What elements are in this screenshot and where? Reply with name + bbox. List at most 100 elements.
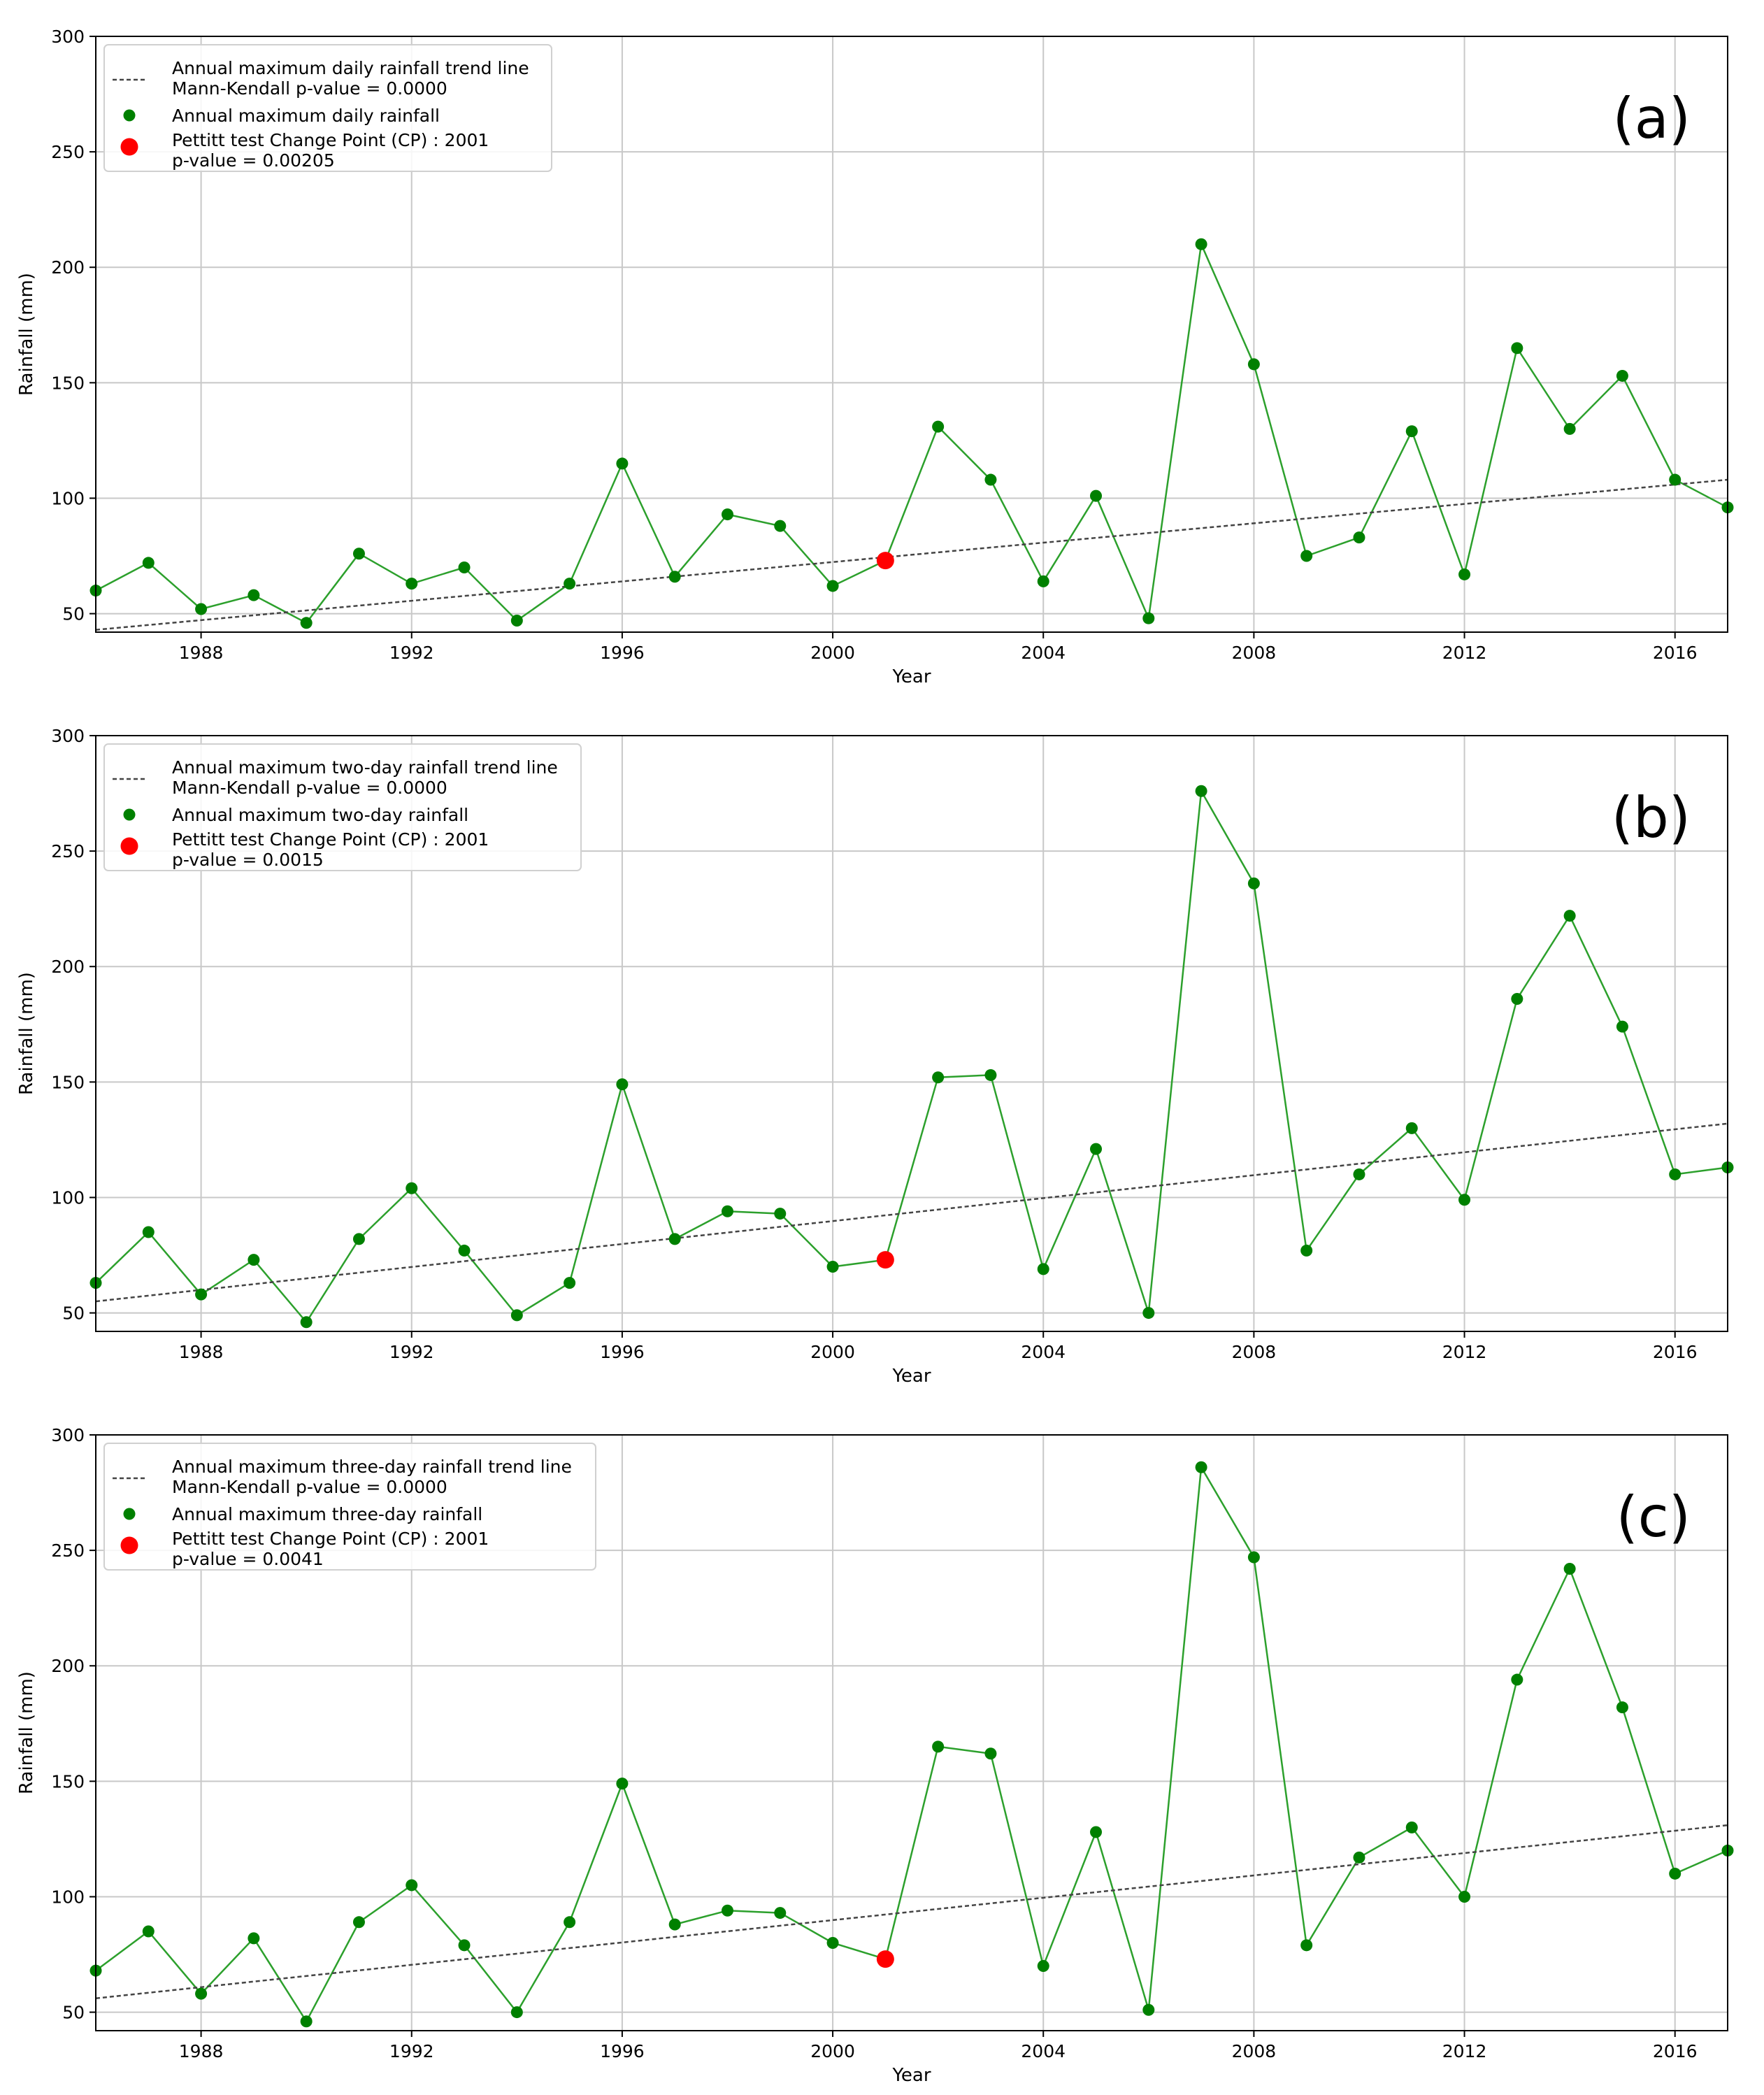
y-tick-label: 150 bbox=[51, 1771, 85, 1792]
data-point bbox=[1247, 877, 1260, 889]
data-point bbox=[564, 578, 576, 590]
data-point bbox=[774, 1208, 787, 1220]
data-point bbox=[668, 1918, 681, 1931]
data-point bbox=[774, 520, 787, 532]
data-point bbox=[1247, 1551, 1260, 1564]
data-point bbox=[1142, 612, 1155, 624]
data-point bbox=[564, 1277, 576, 1289]
legend-changepoint-swatch bbox=[120, 837, 138, 855]
series-line bbox=[95, 241, 1728, 624]
y-tick-label: 50 bbox=[62, 604, 85, 624]
axes-frame bbox=[95, 36, 1728, 633]
y-tick-label: 250 bbox=[51, 1540, 85, 1561]
x-tick-label: 1992 bbox=[389, 2041, 434, 2061]
x-tick-label: 2000 bbox=[810, 2041, 855, 2061]
y-tick-label: 50 bbox=[62, 1303, 85, 1324]
x-tick-label: 2012 bbox=[1442, 2041, 1487, 2061]
x-axis-label: Year bbox=[891, 666, 931, 687]
y-tick-label: 250 bbox=[51, 841, 85, 861]
legend-series-label: Annual maximum daily rainfall bbox=[172, 106, 440, 126]
x-tick-label: 2004 bbox=[1021, 1342, 1066, 1362]
data-point bbox=[352, 1916, 365, 1929]
legend-series-swatch bbox=[123, 109, 136, 122]
x-tick-label: 2000 bbox=[810, 643, 855, 663]
data-point bbox=[1563, 910, 1576, 922]
legend-changepoint-swatch bbox=[120, 1536, 138, 1554]
data-point bbox=[1353, 531, 1365, 544]
data-point bbox=[142, 557, 155, 569]
legend-changepoint-label: Pettitt test Change Point (CP) : 2001 bbox=[172, 829, 489, 850]
data-point bbox=[406, 578, 418, 590]
chart-panel-a: 1988 1992 1996 2000 2004 2008 2012 2016 50 100 150… bbox=[16, 27, 1734, 687]
x-tick-label: 1988 bbox=[179, 1342, 224, 1362]
x-tick-label: 2016 bbox=[1653, 2041, 1698, 2061]
data-point bbox=[616, 1778, 629, 1790]
data-point bbox=[1353, 1851, 1365, 1864]
legend-series-label: Annual maximum two-day rainfall bbox=[172, 805, 468, 825]
data-point bbox=[1616, 1020, 1628, 1033]
data-point bbox=[1300, 1939, 1313, 1952]
y-tick-label: 200 bbox=[51, 1656, 85, 1676]
y-axis-label: Rainfall (mm) bbox=[16, 1671, 37, 1794]
x-tick-label: 2008 bbox=[1232, 2041, 1277, 2061]
panel-label: (a) bbox=[1613, 86, 1691, 151]
trend-line bbox=[95, 1122, 1728, 1303]
axes-frame bbox=[95, 735, 1728, 1332]
legend-trend-label: Annual maximum three-day rainfall trend … bbox=[172, 1457, 572, 1477]
legend-trend-label: Annual maximum two-day rainfall trend li… bbox=[172, 757, 558, 778]
data-point bbox=[1458, 1890, 1471, 1903]
data-point bbox=[1563, 422, 1576, 435]
series-line bbox=[95, 788, 1728, 1324]
data-point bbox=[300, 617, 313, 629]
data-point bbox=[352, 548, 365, 560]
y-tick-label: 100 bbox=[51, 1187, 85, 1208]
data-point bbox=[352, 1233, 365, 1245]
x-tick-label: 2004 bbox=[1021, 2041, 1066, 2061]
data-point bbox=[564, 1916, 576, 1929]
data-point bbox=[1195, 238, 1207, 250]
data-point bbox=[1090, 1143, 1103, 1155]
x-axis-label: Year bbox=[891, 2065, 931, 2086]
data-point bbox=[1037, 1263, 1049, 1275]
y-tick-label: 100 bbox=[51, 488, 85, 508]
data-point bbox=[1669, 473, 1681, 486]
data-point bbox=[1563, 1563, 1576, 1575]
y-axis-label: Rainfall (mm) bbox=[16, 972, 37, 1095]
data-point bbox=[984, 1068, 997, 1081]
y-tick-label: 300 bbox=[51, 27, 85, 47]
data-point bbox=[1616, 369, 1628, 382]
data-point bbox=[1511, 992, 1523, 1005]
x-tick-label: 2012 bbox=[1442, 643, 1487, 663]
trend-line bbox=[95, 1824, 1728, 2000]
chart-panel-c: 1988 1992 1996 2000 2004 2008 2012 2016 50 100 150… bbox=[16, 1425, 1734, 2086]
data-point bbox=[1405, 1821, 1418, 1833]
legend-trend-pvalue: Mann-Kendall p-value = 0.0000 bbox=[172, 1477, 447, 1497]
data-point bbox=[1247, 358, 1260, 371]
data-point bbox=[1195, 785, 1207, 797]
data-point bbox=[458, 562, 471, 574]
legend-trend-pvalue: Mann-Kendall p-value = 0.0000 bbox=[172, 778, 447, 798]
legend: Annual maximum two-day rainfall trend li… bbox=[103, 743, 582, 871]
data-point bbox=[1195, 1461, 1207, 1473]
data-point bbox=[1142, 2003, 1155, 2016]
data-point bbox=[1037, 1960, 1049, 1973]
data-point bbox=[984, 1747, 997, 1760]
y-tick-label: 100 bbox=[51, 1887, 85, 1907]
panel-label: (b) bbox=[1612, 785, 1691, 850]
x-tick-label: 2004 bbox=[1021, 643, 1066, 663]
data-point bbox=[406, 1879, 418, 1892]
x-tick-label: 1992 bbox=[389, 643, 434, 663]
data-point bbox=[1669, 1168, 1681, 1180]
data-point bbox=[984, 473, 997, 486]
data-point bbox=[721, 1205, 733, 1217]
trend-line bbox=[95, 478, 1728, 631]
data-point bbox=[195, 603, 208, 615]
data-point bbox=[1037, 575, 1049, 587]
change-point-marker bbox=[876, 552, 894, 570]
legend: Annual maximum three-day rainfall trend … bbox=[103, 1443, 596, 1571]
data-point bbox=[406, 1182, 418, 1194]
data-point bbox=[1616, 1701, 1628, 1714]
x-tick-label: 1996 bbox=[600, 1342, 645, 1362]
series-line bbox=[95, 1464, 1728, 2024]
